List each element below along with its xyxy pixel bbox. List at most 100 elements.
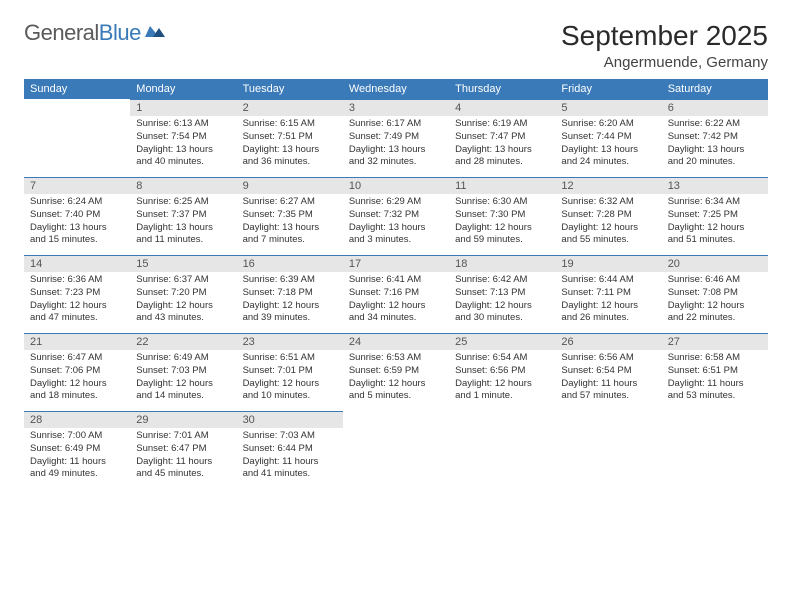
day-details: Sunrise: 6:42 AMSunset: 7:13 PMDaylight:… [449,272,555,331]
calendar-cell: .. [343,411,449,489]
day-details: Sunrise: 6:29 AMSunset: 7:32 PMDaylight:… [343,194,449,253]
calendar-week: 21Sunrise: 6:47 AMSunset: 7:06 PMDayligh… [24,333,768,411]
logo-part1: General [24,20,99,45]
calendar-cell: 1Sunrise: 6:13 AMSunset: 7:54 PMDaylight… [130,99,236,177]
day-details: Sunrise: 6:24 AMSunset: 7:40 PMDaylight:… [24,194,130,253]
day-details: Sunrise: 6:53 AMSunset: 6:59 PMDaylight:… [343,350,449,409]
day-number: 30 [237,411,343,428]
calendar-cell: 18Sunrise: 6:42 AMSunset: 7:13 PMDayligh… [449,255,555,333]
day-details: Sunrise: 6:25 AMSunset: 7:37 PMDaylight:… [130,194,236,253]
calendar-cell: 20Sunrise: 6:46 AMSunset: 7:08 PMDayligh… [662,255,768,333]
day-number: 23 [237,333,343,350]
month-title: September 2025 [561,20,768,52]
day-details: Sunrise: 6:17 AMSunset: 7:49 PMDaylight:… [343,116,449,175]
calendar-cell: 21Sunrise: 6:47 AMSunset: 7:06 PMDayligh… [24,333,130,411]
day-details: Sunrise: 6:34 AMSunset: 7:25 PMDaylight:… [662,194,768,253]
header: GeneralBlue September 2025 Angermuende, … [24,20,768,71]
day-details: Sunrise: 7:01 AMSunset: 6:47 PMDaylight:… [130,428,236,487]
weekday-header: Friday [555,79,661,99]
day-details: Sunrise: 6:44 AMSunset: 7:11 PMDaylight:… [555,272,661,331]
day-details: Sunrise: 6:32 AMSunset: 7:28 PMDaylight:… [555,194,661,253]
calendar-cell: 24Sunrise: 6:53 AMSunset: 6:59 PMDayligh… [343,333,449,411]
day-details: Sunrise: 6:20 AMSunset: 7:44 PMDaylight:… [555,116,661,175]
weekday-header: Saturday [662,79,768,99]
day-number: 27 [662,333,768,350]
weekday-header: Sunday [24,79,130,99]
day-details: Sunrise: 6:37 AMSunset: 7:20 PMDaylight:… [130,272,236,331]
day-details: Sunrise: 6:46 AMSunset: 7:08 PMDaylight:… [662,272,768,331]
calendar-cell: 14Sunrise: 6:36 AMSunset: 7:23 PMDayligh… [24,255,130,333]
calendar-cell: 26Sunrise: 6:56 AMSunset: 6:54 PMDayligh… [555,333,661,411]
day-details: Sunrise: 6:22 AMSunset: 7:42 PMDaylight:… [662,116,768,175]
day-number: 8 [130,177,236,194]
calendar-cell: 7Sunrise: 6:24 AMSunset: 7:40 PMDaylight… [24,177,130,255]
day-number: 4 [449,99,555,116]
day-number: 13 [662,177,768,194]
weekday-header: Tuesday [237,79,343,99]
day-details: Sunrise: 6:19 AMSunset: 7:47 PMDaylight:… [449,116,555,175]
day-number: 25 [449,333,555,350]
calendar-cell: 4Sunrise: 6:19 AMSunset: 7:47 PMDaylight… [449,99,555,177]
calendar-cell: 30Sunrise: 7:03 AMSunset: 6:44 PMDayligh… [237,411,343,489]
day-number: 19 [555,255,661,272]
day-number: 15 [130,255,236,272]
day-details: Sunrise: 6:36 AMSunset: 7:23 PMDaylight:… [24,272,130,331]
day-number: 20 [662,255,768,272]
calendar-cell: 17Sunrise: 6:41 AMSunset: 7:16 PMDayligh… [343,255,449,333]
calendar-cell: 6Sunrise: 6:22 AMSunset: 7:42 PMDaylight… [662,99,768,177]
day-number: 10 [343,177,449,194]
day-number: 5 [555,99,661,116]
calendar-cell: .. [24,99,130,177]
day-details: Sunrise: 6:49 AMSunset: 7:03 PMDaylight:… [130,350,236,409]
logo-part2: Blue [99,20,141,45]
day-details: Sunrise: 6:41 AMSunset: 7:16 PMDaylight:… [343,272,449,331]
logo: GeneralBlue [24,20,165,46]
calendar-header-row: SundayMondayTuesdayWednesdayThursdayFrid… [24,79,768,99]
weekday-header: Wednesday [343,79,449,99]
day-number: 16 [237,255,343,272]
day-number: 29 [130,411,236,428]
calendar-cell: 28Sunrise: 7:00 AMSunset: 6:49 PMDayligh… [24,411,130,489]
day-number: 11 [449,177,555,194]
day-number: 12 [555,177,661,194]
calendar-cell: 19Sunrise: 6:44 AMSunset: 7:11 PMDayligh… [555,255,661,333]
title-block: September 2025 Angermuende, Germany [561,20,768,71]
weekday-header: Thursday [449,79,555,99]
day-number: 22 [130,333,236,350]
calendar-cell: 11Sunrise: 6:30 AMSunset: 7:30 PMDayligh… [449,177,555,255]
calendar-cell: .. [555,411,661,489]
day-details: Sunrise: 6:30 AMSunset: 7:30 PMDaylight:… [449,194,555,253]
day-number: 26 [555,333,661,350]
flag-icon [145,23,165,44]
day-number: 14 [24,255,130,272]
calendar-cell: .. [449,411,555,489]
day-details: Sunrise: 6:47 AMSunset: 7:06 PMDaylight:… [24,350,130,409]
calendar-week: ..1Sunrise: 6:13 AMSunset: 7:54 PMDaylig… [24,99,768,177]
calendar-cell: 2Sunrise: 6:15 AMSunset: 7:51 PMDaylight… [237,99,343,177]
day-details: Sunrise: 6:56 AMSunset: 6:54 PMDaylight:… [555,350,661,409]
day-number: 7 [24,177,130,194]
calendar-cell: 13Sunrise: 6:34 AMSunset: 7:25 PMDayligh… [662,177,768,255]
calendar-table: SundayMondayTuesdayWednesdayThursdayFrid… [24,79,768,489]
location: Angermuende, Germany [561,54,768,71]
day-number: 18 [449,255,555,272]
day-details: Sunrise: 6:39 AMSunset: 7:18 PMDaylight:… [237,272,343,331]
weekday-header: Monday [130,79,236,99]
calendar-cell: 3Sunrise: 6:17 AMSunset: 7:49 PMDaylight… [343,99,449,177]
day-number: 1 [130,99,236,116]
calendar-cell: 16Sunrise: 6:39 AMSunset: 7:18 PMDayligh… [237,255,343,333]
calendar-cell: 25Sunrise: 6:54 AMSunset: 6:56 PMDayligh… [449,333,555,411]
day-details: Sunrise: 6:51 AMSunset: 7:01 PMDaylight:… [237,350,343,409]
day-number: 21 [24,333,130,350]
day-details: Sunrise: 7:00 AMSunset: 6:49 PMDaylight:… [24,428,130,487]
calendar-cell: 5Sunrise: 6:20 AMSunset: 7:44 PMDaylight… [555,99,661,177]
day-details: Sunrise: 7:03 AMSunset: 6:44 PMDaylight:… [237,428,343,487]
calendar-cell: 22Sunrise: 6:49 AMSunset: 7:03 PMDayligh… [130,333,236,411]
day-details: Sunrise: 6:54 AMSunset: 6:56 PMDaylight:… [449,350,555,409]
day-number: 9 [237,177,343,194]
calendar-cell: 8Sunrise: 6:25 AMSunset: 7:37 PMDaylight… [130,177,236,255]
day-number: 17 [343,255,449,272]
day-details: Sunrise: 6:27 AMSunset: 7:35 PMDaylight:… [237,194,343,253]
calendar-week: 14Sunrise: 6:36 AMSunset: 7:23 PMDayligh… [24,255,768,333]
calendar-cell: 9Sunrise: 6:27 AMSunset: 7:35 PMDaylight… [237,177,343,255]
